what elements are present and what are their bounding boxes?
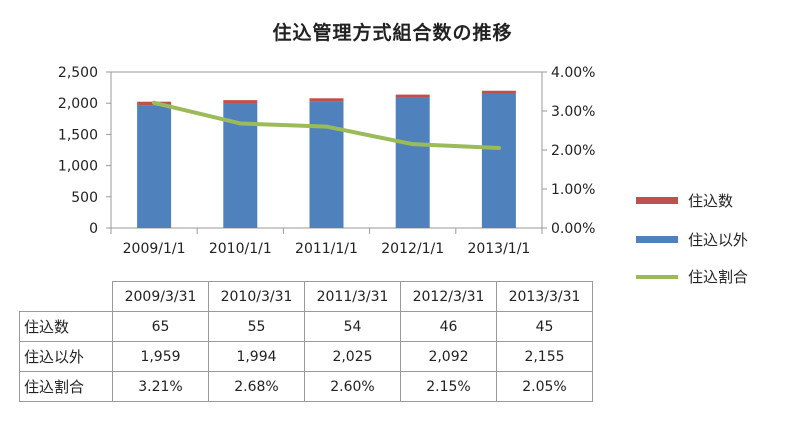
table-cell: 2.60% (304, 371, 401, 402)
y-right-tick-label: 0.00% (551, 221, 595, 237)
table-header-cell: 2013/3/31 (496, 281, 593, 312)
x-tick-label: 2013/1/1 (467, 241, 530, 257)
x-tick-label: 2009/1/1 (123, 241, 186, 257)
bar-sumikomi-count (481, 90, 516, 94)
y-right-tick-label: 1.00% (551, 182, 595, 198)
table-row: 住込以外 1,959 1,994 2,025 2,092 2,155 (19, 341, 593, 372)
legend-swatch-red (636, 197, 678, 204)
bar-sumikomi-count (223, 100, 258, 104)
table-header-cell: 2010/3/31 (208, 281, 305, 312)
table-cell: 55 (208, 311, 305, 342)
table-header-row: 2009/3/31 2010/3/31 2011/3/31 2012/3/31 … (19, 281, 593, 312)
legend-swatch-blue (636, 236, 678, 243)
table-cell: 1,994 (208, 341, 305, 372)
line-point (152, 100, 157, 105)
table-cell: 45 (496, 311, 593, 342)
x-tick-label: 2010/1/1 (209, 241, 272, 257)
table-row: 住込数 65 55 54 46 45 (19, 311, 593, 342)
table-header-cell: 2009/3/31 (112, 281, 209, 312)
legend-label: 住込数 (688, 192, 734, 210)
bar-sumikomi-other (481, 93, 516, 228)
y-left-tick-label: 2,500 (58, 65, 98, 81)
combo-chart: 0 500 1,000 1,500 2,000 2,500 0.00% 1.00% 2.00% 3… (58, 65, 596, 257)
table-cell: 2.05% (496, 371, 593, 402)
table-row-label: 住込以外 (19, 341, 113, 372)
legend-label: 住込割合 (688, 268, 749, 286)
table-corner (19, 281, 113, 312)
y-left-tick-label: 1,500 (58, 127, 98, 143)
y-right-tick-label: 3.00% (551, 104, 595, 120)
line-point (410, 142, 415, 147)
legend-line-green (636, 274, 678, 279)
table-cell: 65 (112, 311, 209, 342)
y-left-tick-label: 2,000 (58, 96, 98, 112)
bar-sumikomi-count (309, 98, 344, 102)
table-cell: 46 (400, 311, 497, 342)
table-header-cell: 2012/3/31 (400, 281, 497, 312)
bar-sumikomi-other (137, 105, 172, 228)
table-cell: 3.21% (112, 371, 209, 402)
table-header-cell: 2011/3/31 (304, 281, 401, 312)
data-table: 2009/3/31 2010/3/31 2011/3/31 2012/3/31 … (19, 281, 593, 402)
y-right-tick-label: 2.00% (551, 143, 595, 159)
x-tick-label: 2011/1/1 (295, 241, 358, 257)
table-cell: 2.68% (208, 371, 305, 402)
table-row-label: 住込数 (19, 311, 113, 342)
legend-item-sumikomi-count: 住込数 (636, 190, 776, 211)
bar-sumikomi-count (395, 94, 430, 98)
legend-item-sumikomi-ratio: 住込割合 (636, 266, 776, 287)
table-cell: 2.15% (400, 371, 497, 402)
table-cell: 2,092 (400, 341, 497, 372)
table-row: 住込割合 3.21% 2.68% 2.60% 2.15% 2.05% (19, 371, 593, 402)
table-cell: 54 (304, 311, 401, 342)
table-cell: 1,959 (112, 341, 209, 372)
legend-label: 住込以外 (688, 231, 749, 249)
table-cell: 2,155 (496, 341, 593, 372)
legend-item-sumikomi-other: 住込以外 (636, 229, 776, 250)
chart-title: 住込管理方式組合数の推移 (272, 22, 513, 44)
bar-sumikomi-other (309, 101, 344, 228)
y-left-tick-label: 0 (89, 221, 98, 237)
bar-sumikomi-other (395, 97, 430, 228)
line-point (324, 124, 329, 129)
table-row-label: 住込割合 (19, 371, 113, 402)
line-point (238, 121, 243, 126)
line-point (496, 146, 501, 151)
y-left-tick-label: 500 (71, 190, 98, 206)
y-right-tick-label: 4.00% (551, 65, 595, 81)
table-cell: 2,025 (304, 341, 401, 372)
x-tick-label: 2012/1/1 (381, 241, 444, 257)
y-left-tick-label: 1,000 (58, 159, 98, 175)
